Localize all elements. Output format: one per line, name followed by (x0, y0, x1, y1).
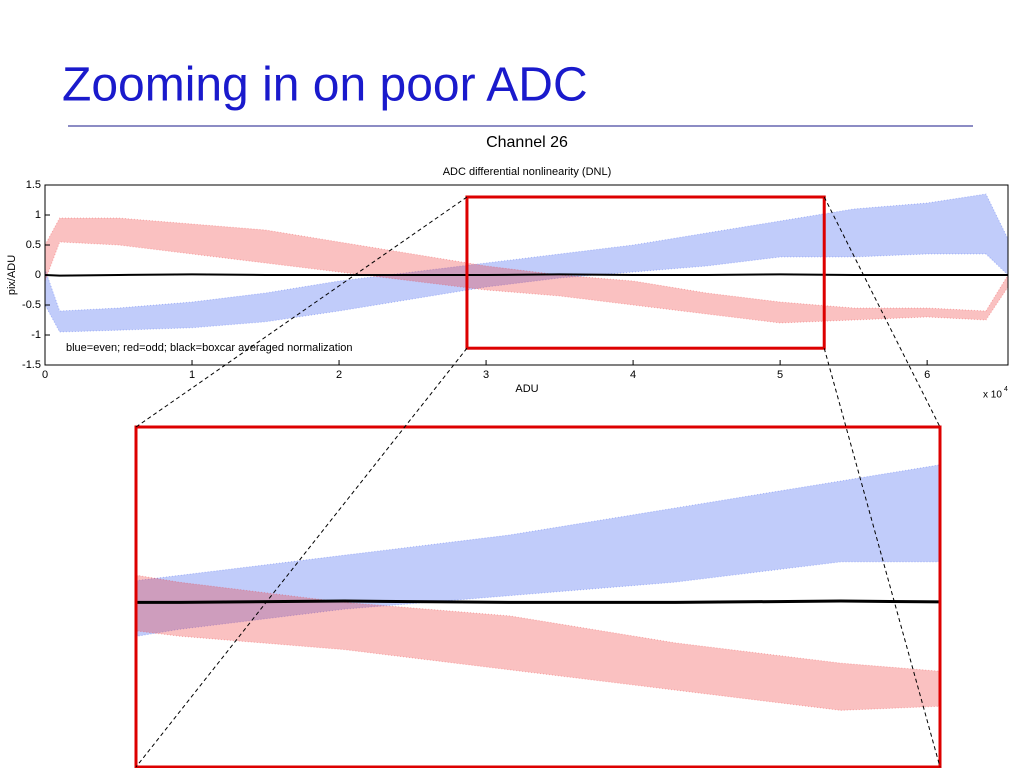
x-multiplier: x 10 (983, 390, 1002, 401)
normalization-line (136, 599, 940, 604)
y-tick-label: 1.5 (26, 179, 41, 191)
y-tick-label: -1.5 (22, 359, 41, 371)
plot-layer (45, 193, 1008, 333)
x-tick-label: 2 (336, 369, 342, 381)
normalization-line (45, 273, 1008, 277)
y-tick-label: -1 (31, 329, 41, 341)
plot-layer (136, 464, 940, 711)
x-tick-label: 5 (777, 369, 783, 381)
chart-title: Channel 26 (486, 134, 568, 151)
chart-subtitle: ADC differential nonlinearity (DNL) (443, 166, 612, 178)
scatter-band (45, 217, 1008, 324)
scatter-band (45, 193, 1008, 333)
scatter-band (136, 574, 940, 711)
zoom-box (465, 195, 826, 350)
x-tick-label: 4 (630, 369, 636, 381)
y-tick-label: -0.5 (22, 299, 41, 311)
zoom-connector (823, 348, 941, 768)
annotation: blue=even; red=odd; black=boxcar average… (66, 342, 353, 354)
x-tick-label: 0 (42, 369, 48, 381)
x-axis-label: ADU (515, 383, 538, 395)
x-multiplier-exponent: 4 (1004, 386, 1008, 393)
zoom-connector (823, 196, 941, 428)
y-tick-label: 1 (35, 209, 41, 221)
y-axis-label: pix/ADU (6, 255, 18, 295)
slide-title: Zooming in on poor ADC (62, 59, 588, 112)
x-tick-label: 6 (924, 369, 930, 381)
y-tick-label: 0.5 (26, 239, 41, 251)
zoom-inset-frame (134, 425, 942, 769)
x-tick-label: 1 (189, 369, 195, 381)
x-tick-label: 3 (483, 369, 489, 381)
y-tick-label: 0 (35, 269, 41, 281)
zoom-connector (135, 347, 468, 768)
scatter-band (136, 464, 940, 637)
